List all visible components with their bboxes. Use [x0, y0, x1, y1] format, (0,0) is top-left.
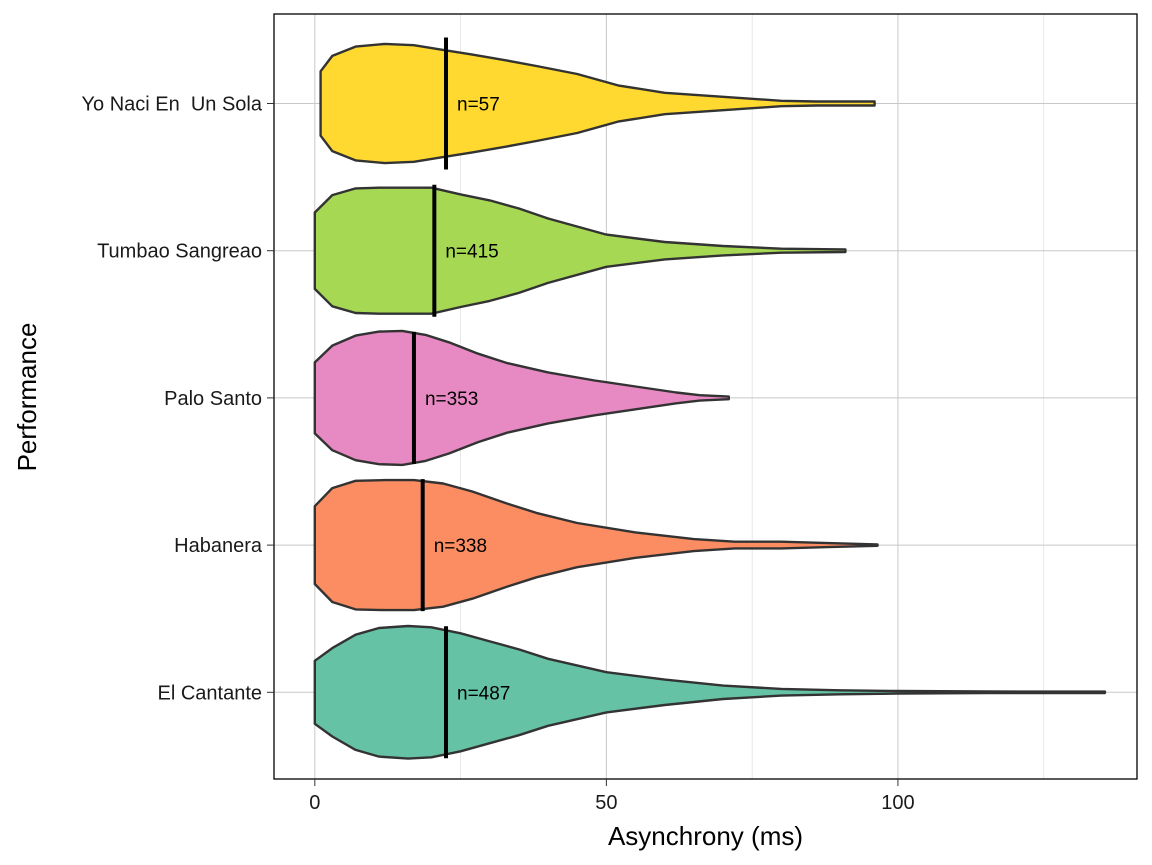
sample-size-label: n=415	[445, 242, 498, 263]
x-axis: 0 50 100	[309, 779, 915, 814]
y-tick-label: Palo Santo	[164, 388, 262, 410]
sample-size-label: n=338	[434, 536, 487, 557]
y-tick-label: Tumbao Sangreao	[97, 241, 262, 263]
violin-shape	[313, 478, 879, 612]
violin-shape	[313, 329, 730, 467]
x-tick-label: 50	[595, 792, 617, 814]
y-tick-label: El Cantante	[157, 682, 262, 704]
violin-shape	[313, 624, 1107, 760]
sample-size-label: n=57	[457, 95, 500, 116]
violin-shape	[319, 42, 876, 165]
sample-size-label: n=353	[425, 389, 478, 410]
y-tick-label: Habanera	[174, 535, 263, 557]
x-axis-title: Asynchrony (ms)	[608, 821, 803, 851]
x-tick-label: 0	[309, 792, 320, 814]
x-tick-label: 100	[881, 792, 914, 814]
violin-shape	[313, 186, 847, 315]
y-axis: El Cantante Habanera Palo Santo Tumbao Sang…	[82, 94, 274, 704]
plot-panel-border	[273, 13, 1138, 780]
y-tick-label: Yo Naci En Un Sola	[82, 94, 263, 116]
sample-size-label: n=487	[457, 683, 510, 704]
y-axis-title: Performance	[12, 323, 42, 472]
violins: n=487 n=338 n=353 n=415 n=57	[313, 37, 1107, 760]
